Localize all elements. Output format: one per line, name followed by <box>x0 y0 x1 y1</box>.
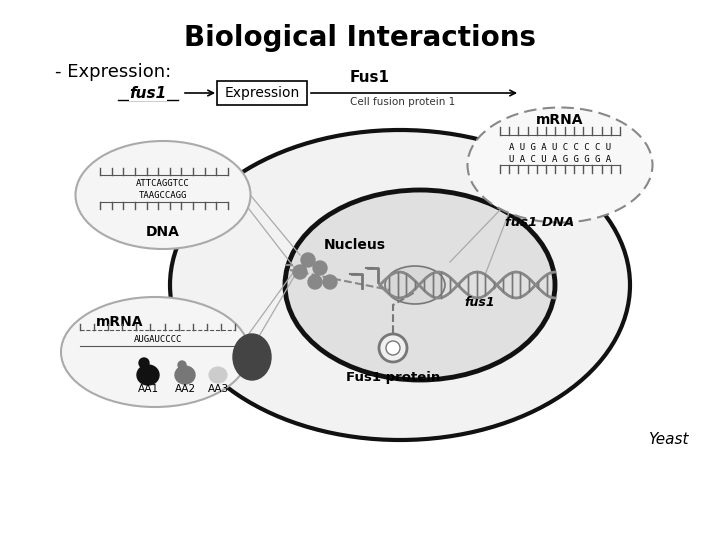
Text: A U G A U C C C C U: A U G A U C C C C U <box>509 143 611 152</box>
Text: mRNA: mRNA <box>536 113 584 127</box>
Circle shape <box>313 261 327 275</box>
Text: Fus1 protein: Fus1 protein <box>346 370 440 383</box>
Text: Expression: Expression <box>225 86 300 100</box>
Ellipse shape <box>137 365 159 385</box>
Text: AA1: AA1 <box>138 384 158 394</box>
Ellipse shape <box>139 358 149 368</box>
Text: U A C U A G G G G A: U A C U A G G G G A <box>509 154 611 164</box>
Circle shape <box>293 265 307 279</box>
Text: ATTCAGGTCC: ATTCAGGTCC <box>136 179 190 188</box>
Text: mRNA: mRNA <box>96 315 144 329</box>
Text: - Expression:: - Expression: <box>55 63 171 81</box>
Ellipse shape <box>285 190 555 380</box>
Ellipse shape <box>61 297 249 407</box>
Text: Fus1: Fus1 <box>350 70 390 85</box>
Circle shape <box>323 275 337 289</box>
Circle shape <box>308 275 322 289</box>
Circle shape <box>301 253 315 267</box>
Text: Yeast: Yeast <box>648 433 688 448</box>
Ellipse shape <box>76 141 251 249</box>
Text: AA2: AA2 <box>174 384 196 394</box>
Text: fus1: fus1 <box>464 296 495 309</box>
Text: Biological Interactions: Biological Interactions <box>184 24 536 52</box>
Text: fus1: fus1 <box>130 85 166 100</box>
Ellipse shape <box>233 334 271 380</box>
Text: AUGAUCCCC: AUGAUCCCC <box>134 334 182 343</box>
Ellipse shape <box>178 361 186 369</box>
Text: TAAGCCAGG: TAAGCCAGG <box>139 191 187 199</box>
Ellipse shape <box>175 366 195 384</box>
Ellipse shape <box>209 367 227 383</box>
Text: Nucleus: Nucleus <box>324 238 386 252</box>
Ellipse shape <box>379 334 407 362</box>
FancyBboxPatch shape <box>217 81 307 105</box>
Text: Cell fusion protein 1: Cell fusion protein 1 <box>350 97 455 107</box>
Text: AA3: AA3 <box>207 384 228 394</box>
Ellipse shape <box>170 130 630 440</box>
Text: DNA: DNA <box>146 225 180 239</box>
Ellipse shape <box>385 266 445 304</box>
Text: fus1 DNA: fus1 DNA <box>505 217 575 230</box>
Ellipse shape <box>467 107 652 222</box>
Ellipse shape <box>386 341 400 355</box>
